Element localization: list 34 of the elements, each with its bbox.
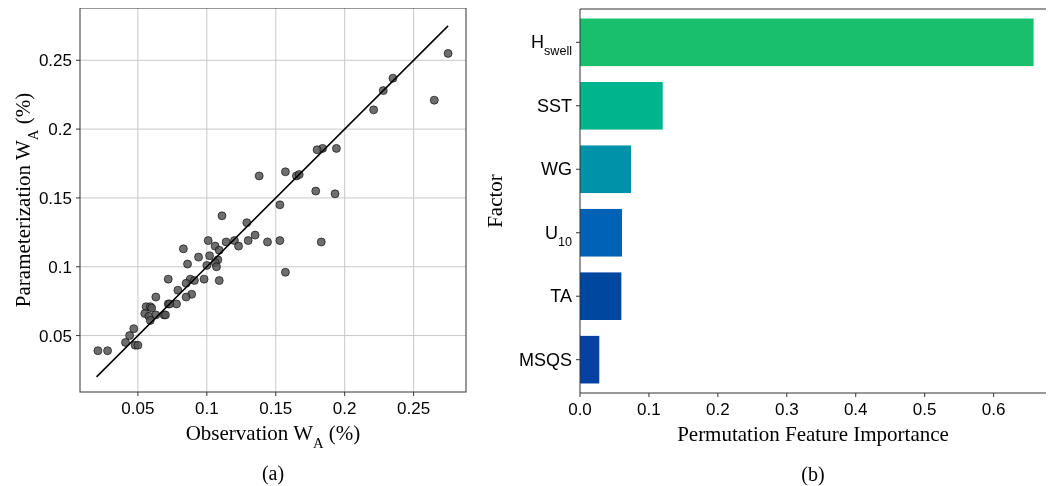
x-tick-label: 0.2 (706, 400, 730, 419)
y-tick-label: SST (536, 95, 572, 116)
y-tick-label: H$_{swell}$ (531, 32, 572, 59)
bar (580, 272, 622, 321)
text: (b) (801, 463, 825, 486)
y-axis-title: Factor (483, 174, 507, 228)
x-tick-label: 0.5 (912, 400, 937, 419)
y-tick-label: 0.2 (48, 120, 72, 140)
y-tick-label: WG (541, 159, 572, 180)
y-tick-label: TA (550, 286, 572, 307)
bar (580, 335, 600, 384)
x-tick-label: 0.1 (637, 400, 661, 419)
x-tick-label: 0.1 (195, 399, 219, 418)
text: (a) (261, 462, 285, 485)
x-tick-label: 0.4 (843, 400, 868, 419)
x-tick-label: 0.15 (259, 399, 293, 418)
x-axis-title: Permutation Feature Importance (677, 422, 949, 446)
x-tick-label: 0.0 (568, 400, 592, 419)
bar (580, 208, 623, 257)
x-tick-label: 0.2 (332, 399, 357, 418)
y-tick-label: U$_{10}$ (544, 222, 572, 249)
bar (580, 81, 663, 130)
bar (580, 145, 632, 194)
bar (580, 18, 1034, 67)
y-tick-label: 0.15 (38, 188, 72, 208)
y-tick-label: 0.25 (38, 51, 72, 71)
x-tick-label: 0.3 (774, 400, 799, 419)
x-tick-label: 0.05 (121, 399, 155, 418)
y-tick-label: 0.1 (48, 257, 72, 277)
x-tick-label: 0.25 (397, 399, 431, 418)
x-tick-label: 0.6 (981, 400, 1006, 419)
x-axis-title: Observation W$_{A}$ (%) (185, 421, 361, 451)
y-tick-label: 0.05 (38, 326, 72, 346)
y-tick-label: MSQS (518, 349, 572, 370)
